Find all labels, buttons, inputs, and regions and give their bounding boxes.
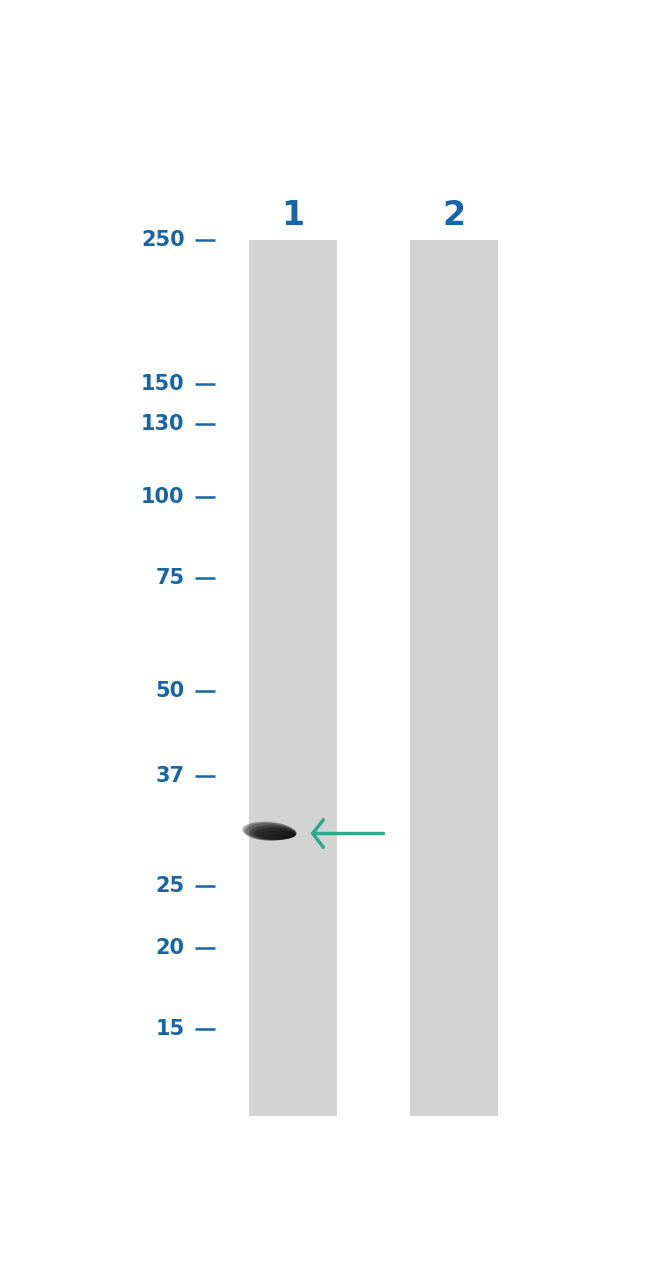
Ellipse shape <box>250 824 296 841</box>
Ellipse shape <box>244 822 289 839</box>
Text: 15: 15 <box>155 1019 185 1039</box>
Text: 25: 25 <box>155 875 185 895</box>
Text: 75: 75 <box>155 568 185 588</box>
Text: 50: 50 <box>155 682 185 701</box>
Ellipse shape <box>244 823 272 834</box>
Text: 150: 150 <box>141 373 185 394</box>
Ellipse shape <box>254 827 296 839</box>
Text: 100: 100 <box>141 488 185 507</box>
Ellipse shape <box>242 822 283 838</box>
Text: 37: 37 <box>155 766 185 786</box>
Ellipse shape <box>245 823 293 841</box>
Text: 130: 130 <box>141 414 185 433</box>
Bar <box>410 240 498 1115</box>
Text: 2: 2 <box>443 199 465 232</box>
Ellipse shape <box>242 823 278 837</box>
Text: 1: 1 <box>281 199 304 232</box>
Bar <box>249 240 337 1115</box>
Text: 20: 20 <box>155 939 185 958</box>
Text: 250: 250 <box>141 230 185 250</box>
Ellipse shape <box>259 829 296 839</box>
